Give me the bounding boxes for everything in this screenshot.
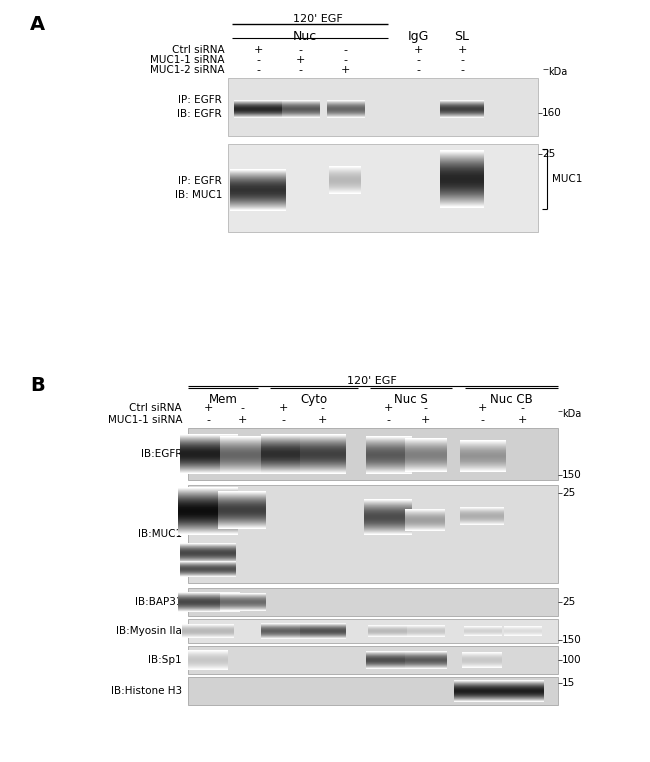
Bar — [188, 619, 558, 643]
Text: +: + — [341, 65, 350, 75]
Text: MUC1-1 siRNA: MUC1-1 siRNA — [107, 415, 182, 425]
Text: +: + — [295, 55, 305, 65]
Text: Nuc S: Nuc S — [394, 393, 428, 406]
Text: +: + — [254, 45, 263, 55]
Text: Mem: Mem — [209, 393, 237, 406]
Text: IB:MUC1: IB:MUC1 — [138, 529, 182, 539]
Text: -: - — [480, 415, 484, 425]
Text: +: + — [477, 403, 487, 413]
Text: 150: 150 — [562, 470, 582, 480]
Text: -: - — [320, 403, 324, 413]
Text: +: + — [458, 45, 467, 55]
Text: +: + — [317, 415, 327, 425]
Text: 100: 100 — [562, 655, 582, 665]
Text: SL: SL — [454, 30, 469, 43]
Text: IB: MUC1: IB: MUC1 — [175, 190, 222, 200]
Text: 25: 25 — [562, 597, 575, 607]
Text: -: - — [343, 55, 347, 65]
Text: 120' EGF: 120' EGF — [347, 376, 397, 386]
Text: MUC1: MUC1 — [552, 174, 582, 184]
Text: -: - — [298, 65, 302, 75]
Text: -: - — [298, 45, 302, 55]
Text: Nuc CB: Nuc CB — [490, 393, 533, 406]
Text: -: - — [416, 55, 420, 65]
Text: 15: 15 — [562, 678, 575, 688]
Text: IB:Myosin IIa: IB:Myosin IIa — [116, 626, 182, 636]
Bar — [228, 78, 538, 136]
Text: 120' EGF: 120' EGF — [293, 14, 343, 24]
Text: 25: 25 — [542, 149, 555, 159]
Text: IgG: IgG — [408, 30, 429, 43]
Text: +: + — [237, 415, 247, 425]
Bar — [188, 677, 558, 705]
Text: 25: 25 — [562, 488, 575, 498]
Bar — [188, 646, 558, 674]
Text: kDa: kDa — [562, 409, 581, 419]
Text: +: + — [421, 415, 430, 425]
Text: +: + — [203, 403, 213, 413]
Text: -: - — [343, 45, 347, 55]
Text: Ctrl siRNA: Ctrl siRNA — [172, 45, 225, 55]
Text: IB:Histone H3: IB:Histone H3 — [111, 686, 182, 696]
Text: MUC1-2 siRNA: MUC1-2 siRNA — [151, 65, 225, 75]
Text: Nuc: Nuc — [293, 30, 317, 43]
Text: +: + — [278, 403, 288, 413]
Text: Ctrl siRNA: Ctrl siRNA — [129, 403, 182, 413]
Text: -: - — [256, 55, 260, 65]
Text: 160: 160 — [542, 107, 562, 118]
Text: IB:Sp1: IB:Sp1 — [148, 655, 182, 665]
Text: MUC1-1 siRNA: MUC1-1 siRNA — [151, 55, 225, 65]
Text: IP: EGFR: IP: EGFR — [178, 95, 222, 105]
Text: IP: EGFR: IP: EGFR — [178, 176, 222, 186]
Text: -: - — [386, 415, 390, 425]
Bar — [188, 428, 558, 480]
Text: -: - — [206, 415, 210, 425]
Text: -: - — [281, 415, 285, 425]
Bar — [188, 485, 558, 583]
Bar — [188, 588, 558, 616]
Text: B: B — [30, 376, 45, 395]
Text: A: A — [30, 15, 45, 34]
Bar — [228, 144, 538, 232]
Text: -: - — [460, 55, 464, 65]
Text: Cyto: Cyto — [300, 393, 328, 406]
Text: 150: 150 — [562, 635, 582, 645]
Text: +: + — [517, 415, 526, 425]
Text: -: - — [416, 65, 420, 75]
Text: kDa: kDa — [548, 67, 567, 77]
Text: -: - — [423, 403, 427, 413]
Text: -: - — [256, 65, 260, 75]
Text: IB: EGFR: IB: EGFR — [177, 109, 222, 119]
Text: +: + — [413, 45, 423, 55]
Text: -: - — [460, 65, 464, 75]
Text: -: - — [520, 403, 524, 413]
Text: IB:EGFR: IB:EGFR — [140, 449, 182, 459]
Text: IB:BAP31: IB:BAP31 — [135, 597, 182, 607]
Text: -: - — [240, 403, 244, 413]
Text: +: + — [384, 403, 393, 413]
